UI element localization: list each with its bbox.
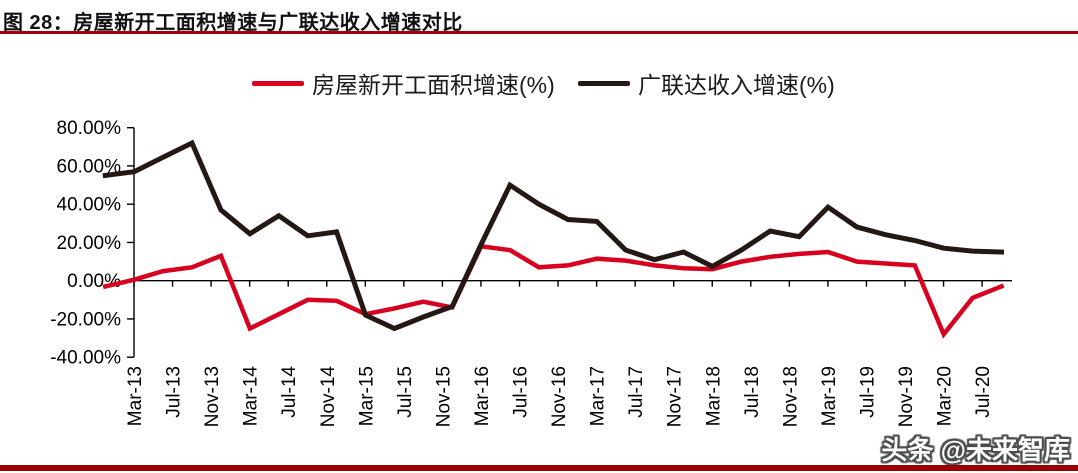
legend: 房屋新开工面积增速(%) 广联达收入增速(%) [0, 66, 1078, 98]
legend-label-housing: 房屋新开工面积增速(%) [312, 72, 555, 98]
x-axis-label: Nov-15 [433, 366, 454, 427]
x-axis-label: Jul-20 [973, 366, 994, 418]
x-axis-label: Nov-19 [896, 366, 917, 427]
housing-starts-line [102, 243, 1005, 339]
y-axis-label: 40.00% [57, 195, 122, 216]
y-axis-label: -40.00% [50, 348, 121, 369]
y-axis-label: -20.00% [50, 309, 121, 330]
x-axis-label: Jul-17 [626, 366, 647, 418]
y-axis-label: 60.00% [57, 156, 122, 177]
x-axis-label: Mar-16 [472, 366, 493, 426]
y-axis-label: 20.00% [57, 233, 122, 254]
x-axis-label: Nov-18 [780, 366, 801, 427]
bottom-bar [0, 465, 1078, 471]
x-axis-label: Mar-15 [356, 366, 377, 426]
y-axis-label: 0.00% [67, 271, 121, 292]
title-underline [0, 31, 1078, 34]
x-axis-label: Mar-13 [125, 366, 146, 426]
x-axis-label: Nov-16 [549, 366, 570, 427]
x-axis-label: Jul-18 [742, 366, 763, 418]
x-axis-label: Nov-14 [318, 366, 339, 428]
legend-item-glodon: 广联达收入增速(%) [578, 66, 835, 100]
x-axis-label: Jul-16 [511, 366, 532, 418]
x-axis-label: Jul-14 [279, 366, 300, 418]
figure-title: 图 28：房屋新开工面积增速与广联达收入增速对比 [3, 12, 463, 34]
y-axis-label: 80.00% [57, 118, 122, 139]
legend-swatch-housing [252, 80, 304, 86]
x-axis-label: Nov-17 [665, 366, 686, 427]
legend-label-glodon: 广联达收入增速(%) [638, 72, 835, 98]
x-axis-label: Mar-18 [703, 366, 724, 426]
x-axis-label: Mar-14 [241, 366, 262, 427]
x-axis-label: Jul-19 [857, 366, 878, 418]
legend-item-housing: 房屋新开工面积增速(%) [252, 66, 555, 100]
x-axis-label: Jul-13 [164, 366, 185, 418]
x-axis-label: Mar-17 [588, 366, 609, 426]
x-axis-label: Mar-19 [819, 366, 840, 426]
x-axis-label: Jul-15 [395, 366, 416, 418]
watermark: 头条 @未来智库 [881, 435, 1070, 465]
legend-swatch-glodon [578, 80, 630, 86]
x-axis-label: Mar-20 [935, 366, 956, 426]
x-axis-label: Nov-13 [202, 366, 223, 427]
glodon-revenue-line [102, 139, 1005, 332]
